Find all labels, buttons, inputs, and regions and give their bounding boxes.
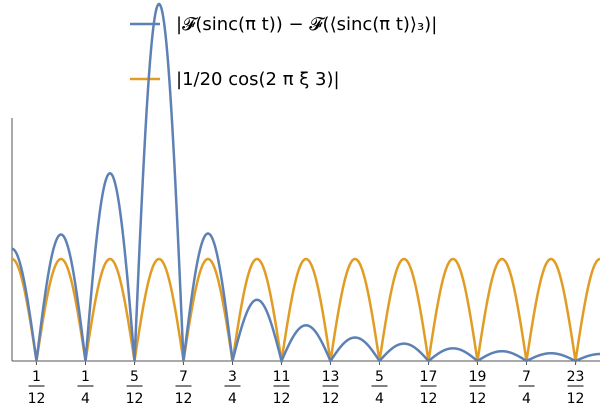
x-tick-label-numerator-3: 7 — [179, 369, 188, 385]
legend-label-series-1: |𝓕(sinc(π t)) − 𝓕(⟨sinc(π t)⟩₃)| — [176, 14, 437, 35]
x-tick-label-denominator-8: 12 — [420, 391, 438, 407]
x-tick-label-numerator-5: 11 — [273, 369, 291, 385]
x-tick-label-denominator-7: 4 — [375, 391, 384, 407]
x-tick-label-numerator-0: 1 — [32, 369, 41, 385]
legend-label-series-2: |1/20 cos(2 π ξ 3)| — [176, 69, 340, 90]
x-ticks: 1 12 1 4 5 12 7 12 3 4 11 12 13 12 5 4 17 12 19 12 7 4 23 12 — [28, 361, 585, 407]
x-tick-label-numerator-4: 3 — [228, 369, 237, 385]
x-tick-label-denominator-1: 4 — [81, 391, 90, 407]
x-tick-label-numerator-9: 19 — [469, 369, 487, 385]
x-tick-label-denominator-5: 12 — [273, 391, 291, 407]
x-tick-label-denominator-11: 12 — [567, 391, 585, 407]
x-tick-label-numerator-6: 13 — [322, 369, 340, 385]
x-tick-label-denominator-6: 12 — [322, 391, 340, 407]
x-tick-label-denominator-9: 12 — [469, 391, 487, 407]
x-tick-label-numerator-11: 23 — [567, 369, 585, 385]
x-tick-label-numerator-8: 17 — [420, 369, 438, 385]
series-line-2 — [12, 257, 600, 363]
x-tick-label-numerator-2: 5 — [130, 369, 139, 385]
series-line-1 — [12, 2, 600, 363]
x-tick-label-numerator-10: 7 — [522, 369, 531, 385]
x-tick-label-numerator-1: 1 — [81, 369, 90, 385]
x-tick-label-denominator-10: 4 — [522, 391, 531, 407]
x-tick-label-denominator-2: 12 — [126, 391, 144, 407]
x-tick-label-denominator-4: 4 — [228, 391, 237, 407]
series-layer — [12, 2, 600, 363]
x-tick-label-denominator-0: 12 — [28, 391, 46, 407]
legend: |𝓕(sinc(π t)) − 𝓕(⟨sinc(π t)⟩₃)| |1/20 c… — [130, 14, 437, 90]
x-tick-label-numerator-7: 5 — [375, 369, 384, 385]
x-tick-label-denominator-3: 12 — [175, 391, 193, 407]
